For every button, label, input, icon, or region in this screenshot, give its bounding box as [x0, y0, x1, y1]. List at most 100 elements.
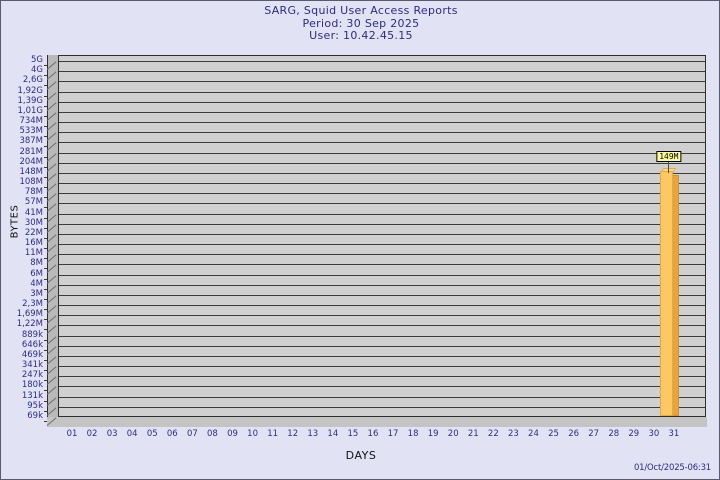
y-axis-tick: [44, 85, 48, 87]
gridline: [59, 244, 705, 246]
x-axis-tick-label: 10: [247, 429, 258, 439]
y-axis-tick: [44, 105, 48, 107]
x-axis-tick-label: 27: [588, 429, 600, 439]
gridline: [59, 172, 705, 174]
gridline: [59, 203, 705, 205]
y-axis-tick-label: 281M: [19, 146, 43, 157]
y-axis-tick: [44, 298, 48, 300]
y-axis-tick: [44, 207, 48, 209]
gridline: [59, 91, 705, 93]
gridline: [59, 71, 705, 73]
gridline: [59, 406, 705, 408]
y-axis-tick-label: 247k: [21, 370, 43, 381]
generated-timestamp: 01/Oct/2025-06:31: [633, 463, 711, 473]
gridline: [59, 61, 705, 62]
gridline: [59, 345, 705, 347]
y-axis-tick: [44, 95, 48, 97]
y-axis-tick-label: 95k: [27, 400, 43, 411]
x-axis-tick-label: 12: [287, 429, 299, 439]
x-axis-tick-label: 16: [367, 429, 379, 439]
y-axis-tick-label: 387M: [19, 136, 43, 147]
gridline: [59, 366, 705, 368]
x-axis-tick-label: 28: [608, 429, 620, 439]
y-axis-tick-label: 57M: [24, 197, 43, 208]
y-axis-ticks: [1, 55, 51, 427]
x-axis-tick-label: 06: [166, 429, 178, 439]
gridline: [59, 183, 705, 185]
y-axis-tick-label: 6M: [30, 268, 43, 279]
gridline: [59, 305, 705, 307]
x-axis-tick-label: 02: [86, 429, 98, 439]
y-axis-tick: [44, 309, 48, 311]
y-axis-tick: [44, 329, 48, 331]
y-axis-tick-label: 108M: [19, 177, 43, 188]
page-title: SARG, Squid User Access Reports: [264, 4, 458, 17]
gridline: [59, 325, 705, 327]
y-axis-tick-label: 78M: [24, 187, 43, 198]
y-axis-tick-label: 22M: [24, 227, 43, 238]
x-axis-tick-label: 03: [106, 429, 118, 439]
y-axis-tick: [44, 349, 48, 351]
gridline: [59, 213, 705, 215]
y-axis-tick-label: 1,01G: [17, 105, 43, 116]
y-axis-tick: [44, 75, 48, 77]
gridline: [59, 254, 705, 256]
y-axis-tick-label: 131k: [21, 390, 43, 401]
y-axis-tick: [44, 268, 48, 270]
chart-title-block: SARG, Squid User Access Reports Period: …: [1, 4, 719, 43]
y-axis-tick-label: 5G: [31, 55, 43, 65]
x-axis-tick-label: 26: [568, 429, 580, 439]
gridline: [59, 81, 705, 83]
y-axis-tick: [44, 176, 48, 178]
gridline: [59, 315, 705, 317]
gridline: [59, 386, 705, 388]
y-axis-tick: [44, 339, 48, 341]
x-axis-tick-label: 13: [307, 429, 319, 439]
x-axis-tick-label: 17: [387, 429, 399, 439]
y-axis-tick-label: 11M: [24, 248, 43, 259]
x-axis-tick-label: 18: [407, 429, 419, 439]
plot-area: 149M: [58, 55, 706, 417]
y-axis-tick-label: 1,69M: [16, 309, 43, 320]
y-axis-tick-label: 734M: [19, 116, 43, 127]
y-axis-tick: [44, 146, 48, 148]
y-axis-tick-label: 8M: [30, 258, 43, 269]
x-axis-labels: 01 02 03 04 05 06 07 08 09 10 11 12 13 14 15 16 17 18 19 20…: [47, 429, 707, 443]
plot-frame: 149M: [46, 55, 707, 427]
x-axis-tick-label: 01: [66, 429, 78, 439]
gridline: [59, 284, 705, 286]
y-axis-tick: [44, 65, 48, 66]
y-axis-tick-label: 4M: [30, 278, 43, 289]
data-bar[interactable]: [659, 168, 679, 416]
x-axis-tick-label: 07: [186, 429, 198, 439]
gridline: [59, 376, 705, 378]
data-bar-value-label: 149M: [656, 151, 682, 163]
gridline: [59, 101, 705, 103]
y-axis-tick-label: 69k: [27, 411, 43, 421]
x-axis-tick-label: 22: [487, 429, 499, 439]
y-axis-tick: [44, 156, 48, 158]
y-axis-tick: [44, 248, 48, 250]
gridline: [59, 152, 705, 154]
gridline: [59, 142, 705, 144]
y-axis-tick: [44, 390, 48, 392]
plot-bottom-face: [47, 417, 707, 427]
y-axis-tick: [44, 400, 48, 402]
x-axis-tick-label: 15: [347, 429, 359, 439]
y-axis-tick: [44, 359, 48, 361]
gridline: [59, 132, 705, 134]
y-axis-tick: [44, 126, 48, 128]
gridline: [59, 122, 705, 124]
y-axis-tick-label: 41M: [24, 207, 43, 218]
gridline: [59, 264, 705, 266]
y-axis-tick-label: 533M: [19, 126, 43, 137]
report-period: Period: 30 Sep 2025: [302, 16, 420, 30]
y-axis-tick: [44, 115, 48, 117]
x-axis-tick-label: 20: [447, 429, 459, 439]
x-axis-tick-label: 24: [528, 429, 539, 439]
x-axis-tick-label: 04: [126, 429, 138, 439]
y-axis-tick-label: 469k: [21, 349, 43, 360]
gridline: [59, 294, 705, 296]
y-axis-tick-label: 16M: [24, 238, 43, 249]
y-axis-tick-label: 30M: [24, 217, 43, 228]
